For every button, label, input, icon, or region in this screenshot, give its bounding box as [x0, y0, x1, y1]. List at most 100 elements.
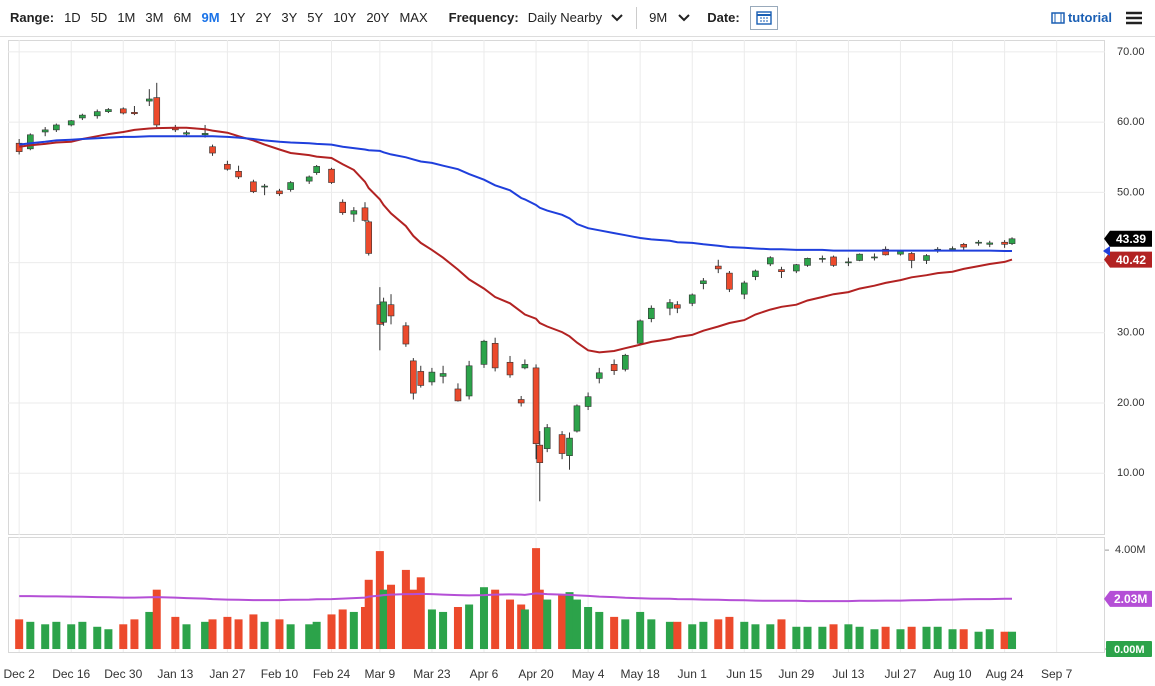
- candle-body: [648, 307, 655, 320]
- candle-body: [439, 373, 447, 377]
- candle-body: [566, 437, 573, 456]
- tutorial-link[interactable]: tutorial: [1051, 10, 1112, 25]
- candle-body: [209, 146, 216, 154]
- last-value-box: [1104, 251, 1152, 268]
- x-tick-label: Sep 7: [1041, 667, 1073, 681]
- candle-body: [778, 269, 785, 273]
- range-button[interactable]: 6M: [173, 10, 192, 25]
- x-tick-label: Apr 20: [518, 667, 554, 681]
- y-tick-label: 0.00M: [1114, 644, 1145, 656]
- candle-body: [53, 124, 60, 131]
- volume-bar: [52, 621, 61, 650]
- y-tick-label: 30.00: [1117, 327, 1145, 339]
- x-tick-label: Jul 27: [884, 667, 916, 681]
- range-button[interactable]: 20Y: [366, 10, 390, 25]
- volume-bar: [621, 619, 630, 650]
- date-label: Date:: [707, 10, 740, 25]
- candle-body: [119, 108, 127, 114]
- range-button[interactable]: 3Y: [281, 10, 298, 25]
- volume-bar: [41, 624, 50, 650]
- range-button[interactable]: 10Y: [333, 10, 357, 25]
- toolbar: Range: 1D 5D 1M 3M 6M 9M 1Y 2Y 3Y 5Y 10Y 20Y MAX Fre…: [0, 0, 1155, 35]
- volume-bar: [152, 589, 161, 650]
- candle-body: [480, 340, 488, 365]
- x-tick-label: May 18: [620, 667, 660, 681]
- candle-body: [105, 109, 112, 112]
- x-tick-label: Apr 6: [470, 667, 499, 681]
- volume-bar: [647, 619, 656, 650]
- candle-body: [621, 354, 629, 370]
- volume-bar: [93, 626, 102, 650]
- candle-body: [67, 120, 75, 126]
- range-button[interactable]: 9M: [201, 10, 220, 25]
- candle-body: [666, 302, 674, 309]
- frequency-select[interactable]: Daily Nearby: [528, 10, 624, 25]
- volume-bar: [338, 609, 347, 650]
- candle-body: [830, 256, 837, 266]
- volume-bar: [286, 624, 295, 650]
- candle-body: [726, 272, 733, 290]
- range-button[interactable]: 2Y: [255, 10, 272, 25]
- candle-body: [387, 304, 395, 317]
- period-select[interactable]: 9M: [649, 10, 691, 25]
- x-tick-label: Aug 10: [934, 667, 972, 681]
- candle-body: [365, 221, 373, 254]
- volume-bar: [881, 626, 890, 650]
- y-tick-label: 60.00: [1117, 116, 1145, 128]
- candle-body: [153, 97, 161, 126]
- menu-button[interactable]: [1126, 11, 1142, 25]
- candle-body: [752, 270, 759, 277]
- volume-bar: [766, 624, 775, 650]
- volume-bar: [208, 619, 217, 650]
- range-button[interactable]: 5D: [90, 10, 108, 25]
- candle-body: [986, 242, 994, 245]
- last-close-box: [1104, 230, 1152, 247]
- volume-bar: [688, 624, 697, 650]
- candle-body: [491, 343, 499, 369]
- last-value-label: 40.42: [1116, 253, 1146, 267]
- range-button[interactable]: 1Y: [229, 10, 246, 25]
- volume-bar: [725, 616, 734, 650]
- range-button[interactable]: 1M: [117, 10, 136, 25]
- calendar-button[interactable]: [749, 5, 778, 30]
- volume-bar: [740, 621, 749, 650]
- candle-body: [610, 364, 618, 372]
- volume-bar: [349, 611, 358, 650]
- frequency-label: Frequency:: [448, 10, 519, 25]
- volume-bar: [985, 629, 994, 650]
- candle-body: [15, 142, 23, 152]
- range-button[interactable]: MAX: [399, 10, 428, 25]
- volume-bar: [234, 619, 243, 650]
- range-button[interactable]: 5Y: [307, 10, 324, 25]
- volume-bar: [974, 631, 983, 650]
- volume-bar: [387, 584, 396, 650]
- volume-bar: [182, 624, 191, 650]
- volume-bar: [479, 587, 488, 650]
- candle-body: [93, 111, 101, 117]
- candle-body: [688, 294, 696, 304]
- candle-body: [428, 371, 436, 383]
- range-button[interactable]: 3M: [145, 10, 164, 25]
- volume-bar: [327, 614, 336, 650]
- volume-bar: [119, 624, 128, 650]
- candle-body: [201, 133, 209, 136]
- candle-body: [845, 261, 852, 264]
- candle-body: [793, 264, 800, 272]
- candle-body: [960, 244, 967, 248]
- volume-bar: [595, 611, 604, 650]
- candle-body: [584, 396, 592, 407]
- candle-body: [339, 201, 346, 214]
- x-tick-label: Jan 27: [209, 667, 245, 681]
- x-tick-label: Mar 9: [365, 667, 396, 681]
- volume-bar: [171, 616, 180, 650]
- candle-body: [897, 251, 904, 255]
- volume-bar: [364, 579, 373, 650]
- volume-bar: [699, 621, 708, 650]
- candle-body: [543, 427, 551, 449]
- candle-body: [146, 98, 153, 102]
- volume-bar: [201, 621, 210, 650]
- volume-average: [19, 592, 1012, 603]
- range-button[interactable]: 1D: [64, 10, 81, 25]
- x-tick-label: Jun 29: [778, 667, 814, 681]
- volume-bar: [520, 609, 529, 650]
